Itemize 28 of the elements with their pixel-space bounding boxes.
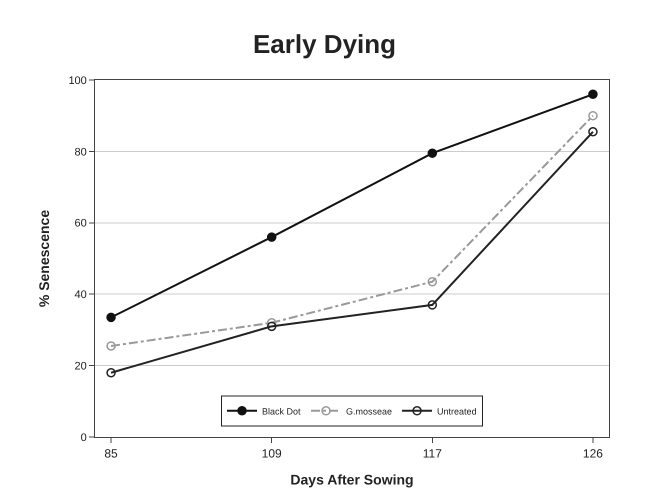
point bbox=[428, 276, 438, 286]
legend-label: G.mosseae bbox=[346, 406, 392, 416]
x-tick-label: 109 bbox=[262, 446, 282, 460]
point bbox=[106, 312, 116, 322]
x-tick-label: 117 bbox=[422, 446, 442, 460]
point bbox=[428, 300, 438, 310]
y-tick-label: 0 bbox=[80, 432, 87, 444]
point bbox=[428, 148, 438, 158]
legend-label: Untreated bbox=[437, 406, 477, 416]
point bbox=[266, 318, 276, 328]
y-tick-label: 20 bbox=[74, 360, 87, 372]
x-tick-label: 85 bbox=[104, 446, 118, 460]
y-tick-label: 80 bbox=[74, 146, 87, 158]
legend-label: Black Dot bbox=[262, 406, 302, 416]
x-axis-title: Days After Sowing bbox=[290, 472, 414, 488]
point bbox=[106, 341, 116, 351]
point bbox=[588, 127, 598, 137]
y-tick-label: 60 bbox=[74, 218, 87, 230]
point bbox=[266, 232, 276, 242]
y-tick-label: 100 bbox=[68, 74, 87, 87]
x-tick-label: 126 bbox=[582, 446, 604, 460]
point bbox=[266, 322, 276, 332]
point bbox=[106, 368, 116, 378]
chart-title: Early Dying bbox=[252, 28, 396, 59]
y-axis-title: % Senescence bbox=[36, 210, 52, 308]
point bbox=[588, 90, 598, 100]
point bbox=[588, 110, 598, 120]
y-tick-label: 40 bbox=[74, 289, 87, 302]
